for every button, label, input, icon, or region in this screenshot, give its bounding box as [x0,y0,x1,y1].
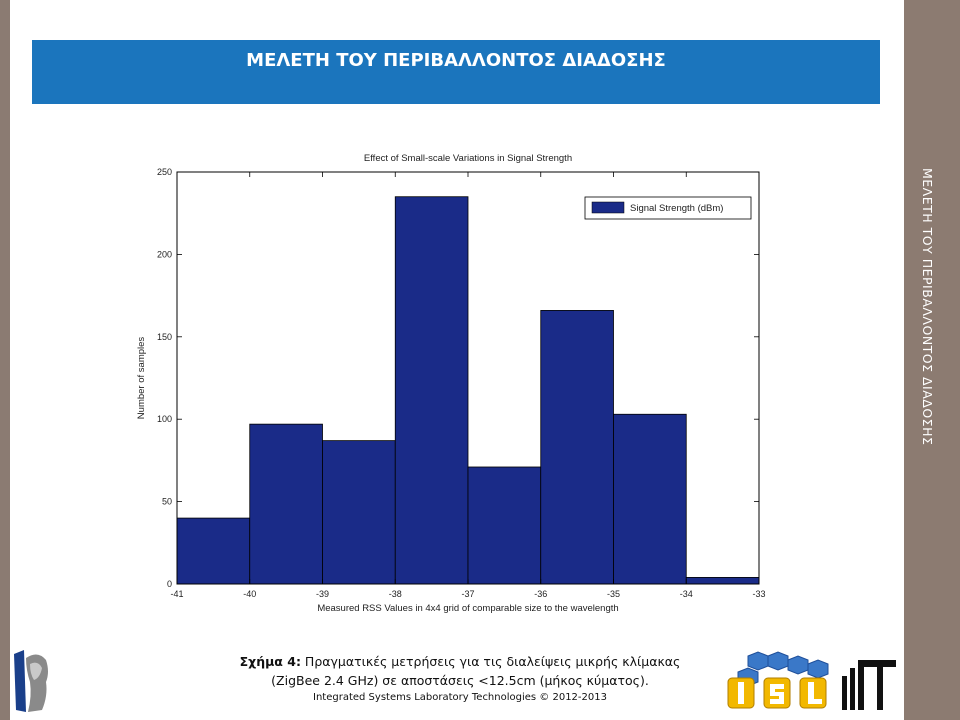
x-axis-label: Measured RSS Values in 4x4 grid of compa… [317,603,618,614]
y-tick-label: 0 [167,579,172,589]
histogram-chart: Effect of Small-scale Variations in Sign… [136,153,766,614]
isl-logo [727,651,829,709]
x-tick-label: -34 [680,589,693,599]
y-tick-label: 100 [157,414,172,424]
y-tick-label: 150 [157,332,172,342]
histogram-bar [176,517,251,585]
legend-entry: Signal Strength (dBm) [630,203,723,214]
histogram-bar [322,440,396,585]
y-axis: 0 50 100 150 200 250 [157,167,759,589]
histogram-bar [540,310,614,585]
x-tick-label: -36 [534,589,547,599]
x-tick-label: -38 [389,589,402,599]
side-title: ΜΕΛΕΤΗ ΤΟΥ ΠΕΡΙΒΑΛΛΟΝΤΟΣ ΔΙΑΔΟΣΗΣ [920,168,935,446]
y-tick-label: 250 [157,167,172,177]
y-tick-label: 50 [162,497,172,507]
y-axis-label: Number of samples [136,337,147,420]
histogram-bar [685,577,760,585]
histogram-bar [467,466,542,585]
x-tick-label: -33 [752,589,765,599]
chart-title: Effect of Small-scale Variations in Sign… [364,153,572,164]
histogram-bar [613,413,687,585]
slide-left-margin [0,0,10,720]
copyright-line: Integrated Systems Laboratory Technologi… [313,692,607,703]
bars-layer [176,196,760,585]
x-axis: -41 -40 -39 -38 -37 -36 -35 -34 -33 [170,172,766,599]
x-tick-label: -35 [607,589,620,599]
legend-swatch [591,201,625,214]
legend-box [584,196,752,220]
histogram-bar [394,196,469,585]
figure-caption: Σχήμα 4: Πραγματικές μετρήσεις για τις δ… [160,654,760,669]
democritus-university-logo [12,648,52,714]
histogram-bar [249,423,323,585]
x-tick-label: -40 [243,589,256,599]
x-tick-label: -37 [461,589,474,599]
slide-side-strip [904,0,960,720]
x-tick-label: -39 [316,589,329,599]
y-tick-label: 200 [157,249,172,259]
caption-label: Σχήμα 4: [239,654,301,669]
caption-text: Πραγματικές μετρήσεις για τις διαλείψεις… [300,654,681,669]
figure-caption-line2: (ZigBee 2.4 GHz) σε αποστάσεις <12.5cm (… [271,673,649,688]
chart-legend: Signal Strength (dBm) [584,196,752,220]
x-tick-label: -41 [170,589,183,599]
department-logo [840,650,898,712]
title-bar: ΜΕΛΕΤΗ ΤΟΥ ΠΕΡΙΒΑΛΛΟΝΤΟΣ ΔΙΑΔΟΣΗΣ [32,40,880,104]
slide-title: ΜΕΛΕΤΗ ΤΟΥ ΠΕΡΙΒΑΛΛΟΝΤΟΣ ΔΙΑΔΟΣΗΣ [246,50,666,71]
